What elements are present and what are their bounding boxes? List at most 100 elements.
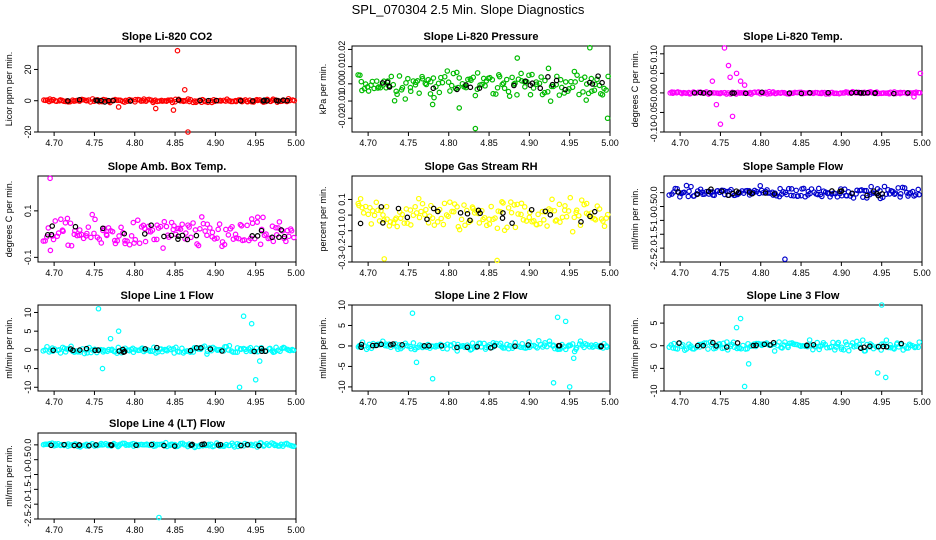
data-point [114,237,121,244]
data-point-black [358,341,365,348]
x-tick-label: 4.90 [207,268,225,278]
x-tick-label: 4.95 [561,268,579,278]
data-point-black [454,86,460,93]
data-point [526,339,532,345]
data-point [512,224,519,231]
data-point-black [249,233,256,239]
data-point [209,229,216,236]
x-tick-label: 4.95 [873,138,891,148]
data-point [83,233,89,239]
data-point [681,189,687,196]
data-point [499,81,506,88]
data-point-black [589,81,596,87]
data-point-black [759,89,765,96]
data-point [98,240,105,246]
chart-title: Slope Li-820 Temp. [743,31,842,43]
data-point [165,97,171,104]
data-point [785,185,792,192]
chart-panel: Slope Line 3 Flow ml/min per min. 4.70 4.75… [630,290,931,407]
x-tick-label: 4.85 [166,525,184,535]
data-point-black [438,343,445,349]
data-point [115,328,122,334]
data-point-black [675,189,681,195]
x-tick-label: 4.95 [873,268,891,278]
data-point [118,224,124,231]
data-point [470,74,477,81]
data-point [439,79,446,86]
data-point [740,342,746,349]
data-point [132,236,139,243]
data-point [771,348,778,354]
data-point [522,83,528,90]
data-point [605,73,611,80]
data-point [387,219,394,225]
chart-panel: Slope Li-820 Pressure kPa per min. 4.70 4.7… [318,31,619,148]
data-point [126,241,133,248]
y-axis-label: kPa per min. [318,64,328,115]
data-point-black [578,219,584,225]
data-point [492,215,498,221]
data-point [71,231,78,238]
x-tick-label: 5.00 [913,397,931,407]
data-point [378,207,384,214]
chart-title: Slope Line 2 Flow [435,290,528,302]
data-point-black [555,342,562,349]
data-point-black [133,442,139,449]
x-tick-label: 4.95 [561,397,579,407]
data-point-black [861,344,867,351]
data-point [501,85,508,92]
data-point [729,113,736,120]
data-point-black [587,213,593,220]
data-point-black [718,188,725,194]
data-point [915,344,922,351]
data-point-black [697,89,704,96]
y-tick-label: -10 [23,381,33,394]
data-point [291,97,298,104]
data-point-black [463,82,469,88]
data-point [130,219,137,226]
data-point-black [731,90,737,96]
data-point-black [547,212,554,218]
plot-frame [37,304,297,392]
data-point-black [807,90,813,96]
y-tick-label: -10 [337,380,347,393]
data-point [394,223,401,230]
data-point-black [161,233,167,240]
data-point [57,350,64,356]
data-point-black [586,79,593,86]
data-point-black [457,210,464,216]
data-point [391,97,398,104]
y-axis-label: Licor ppm per min. [4,52,14,127]
data-point [465,76,471,83]
data-point [915,186,922,193]
data-point [160,245,166,251]
data-point [489,76,496,83]
y-tick-label: -1.5 [649,227,659,243]
data-point-black [464,210,471,217]
data-point-black [750,342,757,349]
data-point [880,194,886,201]
data-point [454,204,460,210]
data-point [505,88,512,95]
data-point-black [595,73,601,79]
data-point [360,210,367,216]
data-point-black [384,79,391,86]
data-point [367,204,373,211]
data-point [717,121,724,127]
data-point [520,217,527,223]
data-point [562,79,569,85]
data-point [897,194,903,200]
y-tick-label: 0 [649,343,659,348]
y-tick-label: 0 [337,343,347,348]
data-point [441,200,448,207]
data-point [151,236,157,243]
data-point-black [500,210,506,216]
data-point [58,216,64,223]
data-point [384,216,390,222]
data-point [508,199,514,205]
data-point [721,45,728,51]
data-point-black [127,98,134,104]
data-point [393,88,399,95]
data-point [917,70,924,77]
data-point [106,346,112,353]
